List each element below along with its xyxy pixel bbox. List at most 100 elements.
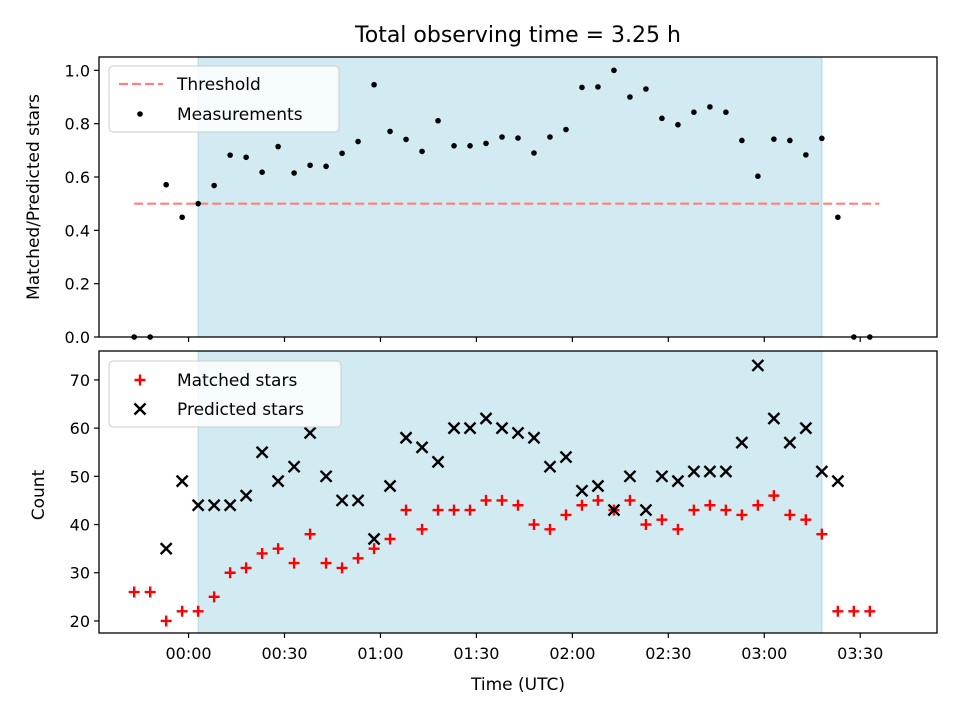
predicted-star-point xyxy=(831,474,845,488)
x-tick-label: 02:00 xyxy=(549,644,595,663)
predicted-star-point xyxy=(767,412,781,425)
matched-star-point xyxy=(400,504,412,516)
predicted-star-point xyxy=(383,479,397,493)
predicted-star-point xyxy=(191,498,205,512)
y-tick-label: 20 xyxy=(70,612,90,631)
ratio-legend: Threshold Measurements xyxy=(108,65,340,133)
predicted-star-point xyxy=(799,421,813,435)
time-x-ticks: 00:00 00:30 01:00 01:30 02:00 02:30 03:00 03:30 xyxy=(166,633,883,663)
matched-star-point xyxy=(576,499,588,511)
predicted-star-point xyxy=(751,359,765,372)
matched-star-point xyxy=(832,605,844,617)
measurement-point xyxy=(643,86,649,92)
legend-matched-label: Matched stars xyxy=(177,371,297,391)
y-tick-label: 0.0 xyxy=(65,328,90,347)
matched-star-point xyxy=(752,499,764,511)
predicted-star-point xyxy=(495,421,509,435)
matched-star-point xyxy=(304,528,316,540)
time-x-axis-label: Time (UTC) xyxy=(470,675,565,695)
y-tick-label: 0.8 xyxy=(65,115,90,134)
matched-star-point xyxy=(528,519,540,531)
measurement-point xyxy=(259,169,265,175)
predicted-star-point xyxy=(271,474,285,488)
x-tick-label: 03:30 xyxy=(837,644,883,663)
legend-predicted-label: Predicted stars xyxy=(177,400,304,420)
measurement-point xyxy=(531,150,537,156)
predicted-star-point xyxy=(207,498,221,512)
matched-star-point xyxy=(592,494,604,506)
measurement-point xyxy=(387,128,393,135)
measurement-point xyxy=(771,136,777,142)
ratio-y-ticks: 0.0 0.2 0.4 0.6 0.8 1.0 xyxy=(65,61,99,347)
count-panel-frame xyxy=(98,350,938,634)
matched-star-point xyxy=(496,494,508,506)
predicted-star-point xyxy=(703,465,717,478)
measurement-point xyxy=(403,136,409,143)
predicted-star-point xyxy=(527,431,541,445)
legend-box xyxy=(108,360,342,428)
x-tick-label: 01:00 xyxy=(357,644,403,663)
predicted-star-point xyxy=(655,469,669,483)
matched-star-point xyxy=(208,591,220,603)
matched-star-point xyxy=(256,547,268,559)
predicted-star-point xyxy=(719,465,733,478)
predicted-star-point xyxy=(591,479,605,493)
measurement-point xyxy=(755,173,761,179)
predicted-star-point xyxy=(735,436,749,449)
measurement-point xyxy=(659,115,665,122)
predicted-star-point xyxy=(223,498,237,512)
measurement-point xyxy=(739,137,745,144)
matched-star-point xyxy=(416,523,428,535)
measurement-point xyxy=(707,104,713,110)
measurement-point xyxy=(195,200,201,207)
predicted-star-point xyxy=(415,441,429,454)
matched-star-point xyxy=(144,586,156,598)
predicted-star-point xyxy=(431,455,445,469)
predicted-stars-points xyxy=(159,359,845,555)
matched-star-point xyxy=(192,605,204,617)
matched-star-point xyxy=(544,523,556,535)
predicted-star-point xyxy=(511,426,525,440)
count-y-axis-label: Count xyxy=(29,469,49,520)
measurement-point xyxy=(243,154,249,161)
predicted-star-point xyxy=(351,494,365,507)
matched-stars-points xyxy=(128,490,876,627)
measurement-point xyxy=(675,121,681,128)
y-tick-label: 30 xyxy=(70,564,90,583)
measurement-point xyxy=(563,126,569,133)
y-tick-label: 70 xyxy=(70,371,90,390)
matched-star-point xyxy=(176,605,188,617)
x-tick-label: 00:30 xyxy=(261,644,307,663)
measurement-point xyxy=(419,148,425,155)
matched-star-point xyxy=(560,509,572,521)
measurement-point xyxy=(275,143,281,150)
x-tick-label: 03:00 xyxy=(741,644,787,663)
ratio-panel-frame xyxy=(98,56,938,338)
matched-star-point xyxy=(128,586,140,598)
measurement-point xyxy=(307,162,313,169)
matched-star-point xyxy=(352,552,364,564)
matched-star-point xyxy=(320,557,332,569)
legend-predicted-swatch xyxy=(133,402,147,416)
y-tick-label: 0.6 xyxy=(65,168,90,187)
matched-star-point xyxy=(624,494,636,506)
y-tick-label: 50 xyxy=(70,467,90,486)
measurement-point xyxy=(291,170,297,176)
x-tick-label: 02:30 xyxy=(645,644,691,663)
measurement-point xyxy=(595,84,601,90)
predicted-star-point xyxy=(255,445,269,459)
legend-box xyxy=(108,65,340,133)
predicted-star-point xyxy=(687,465,701,478)
predicted-star-point xyxy=(463,421,477,435)
measurement-point xyxy=(499,134,505,140)
measurement-point xyxy=(611,67,617,74)
measurement-point xyxy=(211,182,217,189)
matched-star-point xyxy=(768,490,780,502)
matched-star-point xyxy=(864,605,876,617)
measurement-point xyxy=(339,150,345,157)
predicted-star-point xyxy=(303,426,317,440)
matched-star-point xyxy=(736,509,748,521)
y-tick-label: 60 xyxy=(70,419,90,438)
matched-star-point xyxy=(464,504,476,516)
